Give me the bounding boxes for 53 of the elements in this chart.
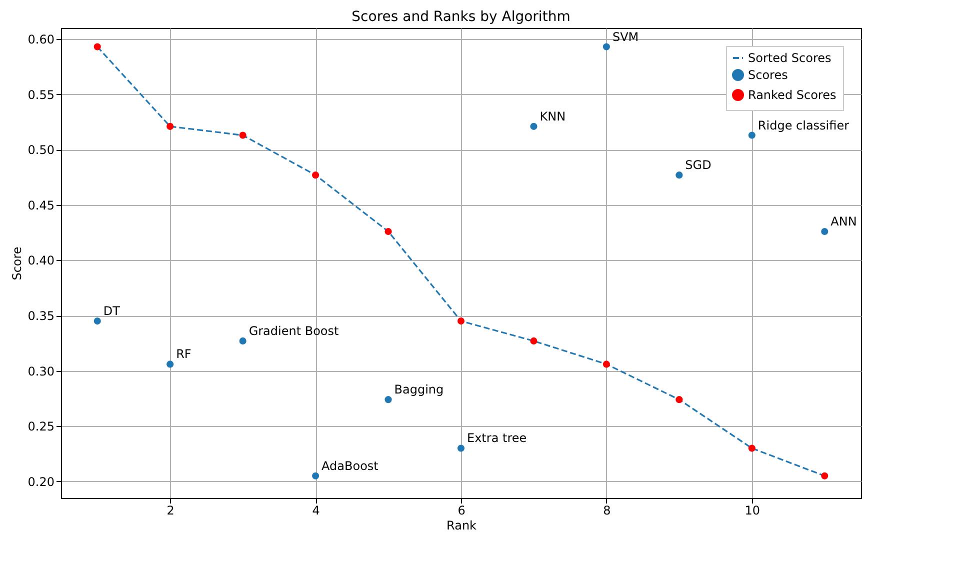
point: [166, 360, 174, 368]
annotation: Bagging: [394, 382, 444, 397]
y-tick-label: 0.40: [28, 254, 54, 268]
annotation: Ridge classifier: [758, 118, 850, 132]
y-tick-label: 0.25: [28, 420, 54, 434]
annotation: Gradient Boost: [248, 324, 340, 338]
annotation: AdaBoost: [322, 458, 379, 473]
legend-label: Sorted Scores: [748, 51, 832, 65]
annotation: RF: [176, 347, 192, 362]
y-tick-label: 0.30: [28, 364, 54, 378]
x-tick-label: 10: [744, 504, 760, 518]
point: [748, 132, 756, 139]
legend-label: Scores: [748, 68, 788, 82]
y-axis-title: Score: [10, 246, 24, 280]
legend-label: Ranked Scores: [748, 88, 836, 102]
x-tick-label: 2: [166, 504, 174, 518]
annotation: DT: [103, 304, 121, 318]
point: [748, 444, 756, 452]
x-tick-label: 8: [603, 504, 611, 518]
point: [676, 396, 683, 404]
point: [457, 318, 465, 325]
point: [239, 132, 246, 139]
point: [384, 396, 392, 404]
annotation: Extra tree: [467, 431, 527, 446]
point: [821, 472, 828, 480]
point: [821, 228, 828, 236]
chart-title: Scores and Ranks by Algorithm: [352, 9, 570, 25]
point: [312, 172, 320, 179]
point: [602, 43, 610, 50]
annotation: KNN: [540, 109, 566, 124]
annotation: SGD: [685, 158, 712, 172]
point: [384, 228, 392, 236]
y-tick-label: 0.50: [28, 143, 54, 158]
point: [94, 43, 101, 50]
y-tick-label: 0.35: [28, 309, 54, 324]
annotation: SVM: [612, 30, 639, 44]
point: [166, 122, 174, 130]
x-tick-label: 4: [312, 504, 320, 518]
point: [530, 337, 538, 344]
y-tick-label: 0.45: [28, 198, 54, 212]
y-tick-label: 0.20: [28, 474, 54, 489]
point: [457, 444, 465, 452]
x-axis-title: Rank: [446, 518, 477, 532]
point: [94, 318, 101, 325]
point: [676, 172, 683, 179]
point: [602, 360, 610, 368]
y-tick-label: 0.55: [28, 88, 54, 102]
point: [239, 337, 246, 344]
point: [530, 122, 538, 130]
y-tick-label: 0.60: [28, 32, 54, 47]
x-tick-label: 6: [458, 504, 466, 518]
annotation: ANN: [830, 214, 857, 228]
point: [312, 472, 320, 480]
